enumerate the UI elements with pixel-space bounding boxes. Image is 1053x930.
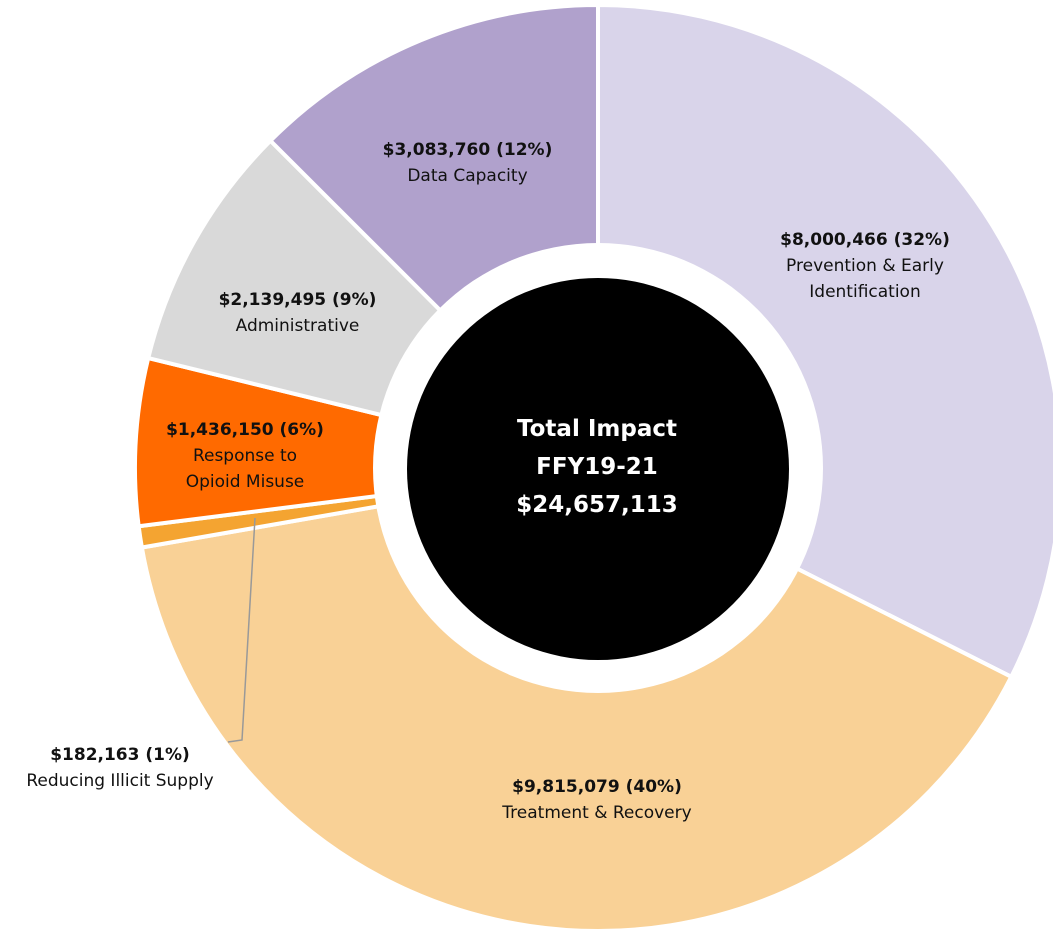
- center-disc: [407, 278, 789, 660]
- center-text: Total Impact FFY19-21 $24,657,113: [447, 410, 747, 524]
- category-label: Treatment & Recovery: [502, 803, 692, 823]
- center-line: FFY19-21: [536, 454, 658, 480]
- value-label: $9,815,079 (40%): [512, 777, 682, 797]
- value-label: $1,436,150 (6%): [166, 420, 324, 440]
- slice: [133, 355, 599, 529]
- category-label: Administrative: [235, 316, 360, 336]
- leader-line: [227, 517, 256, 743]
- center-line: $24,657,113: [516, 492, 678, 518]
- slice-label: $3,083,760 (12%) Data Capacity: [340, 137, 595, 189]
- value-label: $182,163 (1%): [50, 745, 190, 765]
- slice-label: $182,163 (1%) Reducing Illicit Supply: [0, 742, 240, 794]
- value-label: $8,000,466 (32%): [780, 230, 950, 250]
- value-label: $2,139,495 (9%): [218, 290, 377, 310]
- center-line: Total Impact: [517, 416, 677, 442]
- category-label: Reducing Illicit Supply: [26, 771, 214, 791]
- category-label: Response to Opioid Misuse: [185, 446, 305, 492]
- slice-label: $9,815,079 (40%) Treatment & Recovery: [452, 774, 742, 826]
- slice: [139, 465, 1014, 930]
- value-label: $3,083,760 (12%): [382, 140, 553, 160]
- category-label: Prevention & Early Identification: [786, 256, 944, 302]
- slice-label: $8,000,466 (32%) Prevention & Early Ident…: [740, 227, 990, 305]
- slice-label: $1,436,150 (6%) Response to Opioid Misuse: [140, 417, 350, 495]
- slice-label: $2,139,495 (9%) Administrative: [180, 287, 415, 339]
- category-label: Data Capacity: [407, 166, 528, 186]
